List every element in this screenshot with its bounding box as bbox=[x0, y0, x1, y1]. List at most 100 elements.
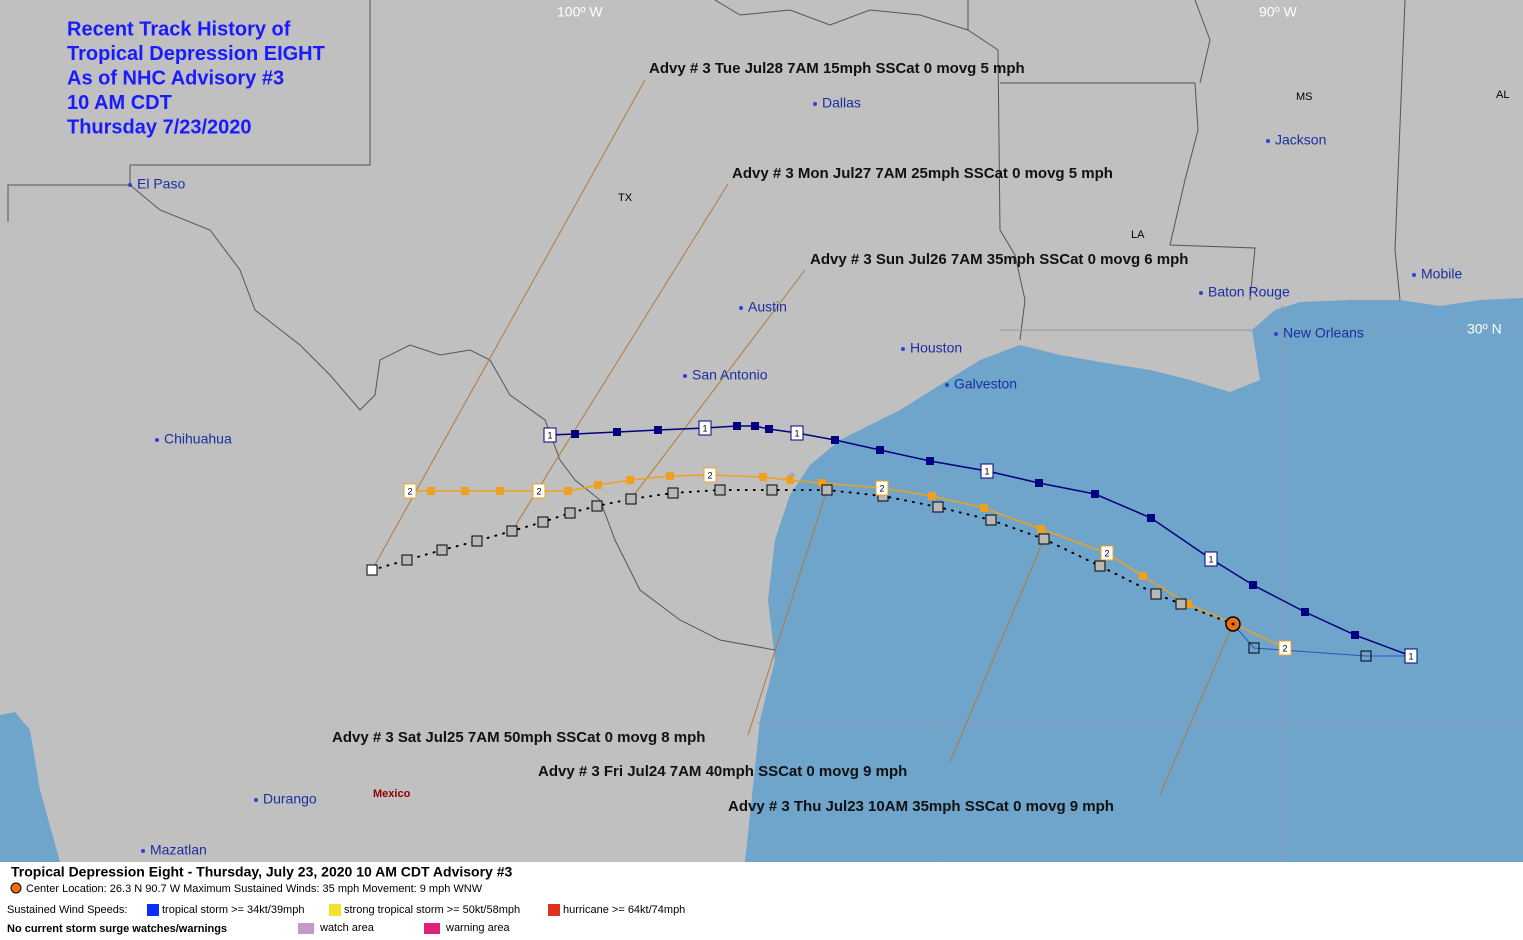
legend-wind-label: Sustained Wind Speeds: bbox=[7, 904, 127, 916]
place-label: Galveston bbox=[954, 376, 1017, 392]
place-dot bbox=[254, 798, 258, 802]
graticule-cross bbox=[1436, 646, 1444, 654]
country-border bbox=[129, 184, 776, 651]
track-point bbox=[932, 501, 944, 513]
track-marker-label: 1 bbox=[1208, 554, 1213, 564]
legend-swatch bbox=[548, 904, 560, 916]
track-marker-label: 1 bbox=[984, 466, 989, 476]
track-point bbox=[654, 426, 662, 434]
track-point bbox=[980, 504, 988, 512]
track-marker bbox=[1278, 640, 1292, 656]
state-border bbox=[1194, 0, 1211, 84]
place-label: Austin bbox=[748, 299, 787, 315]
legend-item: watch area bbox=[319, 922, 375, 934]
track-point bbox=[1249, 581, 1257, 589]
advisory-label: Advy # 3 Tue Jul28 7AM 15mph SSCat 0 mov… bbox=[649, 60, 1025, 77]
place-dot bbox=[945, 383, 949, 387]
track-point bbox=[667, 487, 679, 499]
graticule-line bbox=[758, 305, 1523, 862]
track-marker bbox=[403, 483, 417, 499]
graticule-cross bbox=[1071, 406, 1079, 414]
region-label: LA bbox=[1131, 229, 1145, 241]
track-marker-label: 2 bbox=[879, 483, 884, 493]
track-point bbox=[625, 493, 637, 505]
legend-surge: No current storm surge watches/warnings bbox=[7, 923, 227, 935]
track-point bbox=[1147, 514, 1155, 522]
track-marker-label: 1 bbox=[702, 423, 707, 433]
track-point bbox=[564, 507, 576, 519]
track-point bbox=[427, 487, 435, 495]
legend-center-icon bbox=[10, 882, 22, 894]
track-point bbox=[401, 554, 413, 566]
place-label: Mazatlan bbox=[150, 842, 207, 858]
track-marker-label: 2 bbox=[407, 486, 412, 496]
track-marker-label: 2 bbox=[1104, 548, 1109, 558]
gulf-of-mexico bbox=[745, 298, 1523, 862]
place-label: New Orleans bbox=[1283, 325, 1364, 341]
graticule-cross bbox=[1221, 796, 1229, 804]
track-marker bbox=[532, 483, 546, 499]
track-point bbox=[765, 425, 773, 433]
title-line: Thursday 7/23/2020 bbox=[67, 116, 252, 138]
track-point bbox=[626, 476, 634, 484]
graticule-cross bbox=[996, 796, 1004, 804]
storm-center-dot bbox=[1231, 622, 1235, 626]
track-marker bbox=[875, 480, 889, 496]
state-border bbox=[1394, 0, 1406, 301]
place-dot bbox=[1266, 139, 1270, 143]
graticule bbox=[758, 305, 1523, 862]
track-point bbox=[366, 564, 378, 576]
track-point bbox=[751, 422, 759, 430]
legend-item: hurricane >= 64kt/74mph bbox=[563, 904, 685, 916]
track-line bbox=[410, 474, 1286, 649]
track-point bbox=[818, 479, 826, 487]
track-point bbox=[613, 428, 621, 436]
advisory-label: Advy # 3 Fri Jul24 7AM 40mph SSCat 0 mov… bbox=[538, 763, 907, 780]
track-marker-label: 2 bbox=[707, 470, 712, 480]
title-line: Tropical Depression EIGHT bbox=[67, 43, 325, 65]
track-point bbox=[591, 500, 603, 512]
track-point bbox=[766, 484, 778, 496]
track-point bbox=[666, 472, 674, 480]
place-dot bbox=[155, 438, 159, 442]
track-marker-label: 1 bbox=[1408, 651, 1413, 661]
borders bbox=[7, 0, 1406, 651]
place-dot bbox=[141, 849, 145, 853]
track-marker bbox=[1100, 545, 1114, 561]
track-line bbox=[1232, 623, 1411, 657]
track-point bbox=[1175, 598, 1187, 610]
track-point bbox=[1139, 572, 1147, 580]
graticule-cross bbox=[1258, 406, 1266, 414]
advisory-label: Advy # 3 Sat Jul25 7AM 50mph SSCat 0 mov… bbox=[332, 729, 705, 746]
track-point bbox=[733, 422, 741, 430]
track-point bbox=[786, 476, 794, 484]
track-point bbox=[506, 525, 518, 537]
leader-line bbox=[630, 269, 806, 500]
graticule-cross bbox=[858, 566, 866, 574]
graticule-cross bbox=[858, 646, 866, 654]
leader-line bbox=[747, 489, 828, 736]
legend-swatch bbox=[147, 904, 159, 916]
track-marker-label: 2 bbox=[536, 486, 541, 496]
place-dot bbox=[1274, 332, 1278, 336]
track-point bbox=[928, 492, 936, 500]
track-point bbox=[1351, 631, 1359, 639]
pacific-ocean bbox=[0, 712, 60, 862]
title-line: Recent Track History of bbox=[67, 18, 291, 40]
track-point bbox=[1035, 479, 1043, 487]
track-point bbox=[714, 484, 726, 496]
track-point bbox=[594, 481, 602, 489]
track-point bbox=[496, 487, 504, 495]
track-point bbox=[759, 473, 767, 481]
graticule-label: 90º W bbox=[1259, 4, 1298, 20]
legend-panel bbox=[0, 862, 1523, 940]
graticule-cross bbox=[1133, 406, 1141, 414]
title-line: 10 AM CDT bbox=[67, 92, 172, 114]
advisory-label: Advy # 3 Sun Jul26 7AM 35mph SSCat 0 mov… bbox=[810, 251, 1188, 268]
region-label: AL bbox=[1496, 89, 1509, 101]
leader-line bbox=[371, 79, 646, 571]
legend-item: tropical storm >= 34kt/39mph bbox=[162, 904, 304, 916]
legend-item: warning area bbox=[445, 922, 510, 934]
place-dot bbox=[683, 374, 687, 378]
